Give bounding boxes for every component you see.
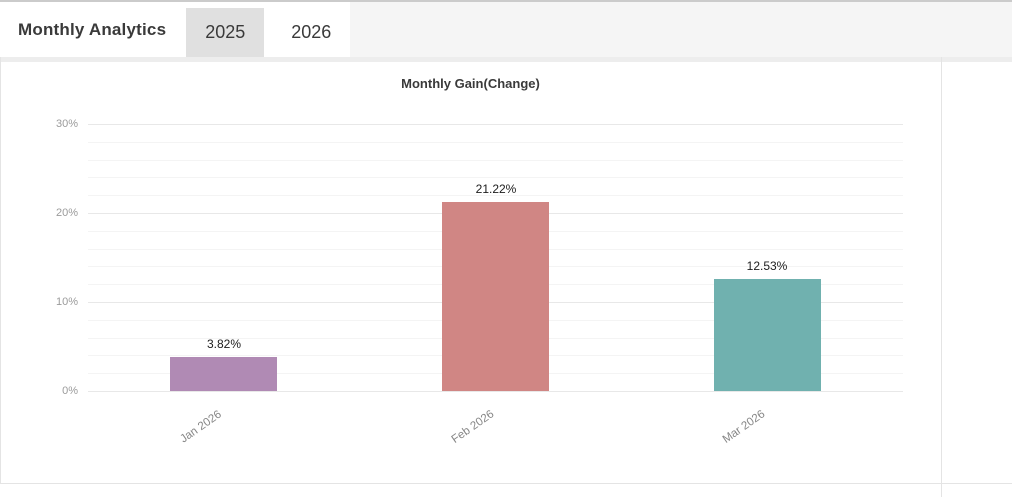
- y-tick-label: 20%: [55, 207, 78, 219]
- gridline-major: [88, 391, 903, 392]
- bar-mar-2026[interactable]: [714, 279, 821, 391]
- x-tick-label: Feb 2026: [449, 408, 497, 446]
- page-title: Monthly Analytics: [18, 19, 167, 39]
- left-border: [0, 57, 1, 483]
- header-bar: Monthly Analytics 2025 2026: [0, 2, 1012, 57]
- x-tick-label: Mar 2026: [720, 408, 768, 446]
- vertical-divider: [941, 57, 942, 497]
- bar-feb-2026[interactable]: [442, 202, 549, 391]
- bar-jan-2026[interactable]: [170, 357, 277, 391]
- horizontal-divider: [0, 483, 1012, 484]
- tab-2026[interactable]: 2026: [272, 8, 351, 57]
- top-border: [0, 0, 1012, 2]
- bar-value-label: 12.53%: [746, 259, 788, 273]
- x-tick-label: Jan 2026: [178, 408, 224, 446]
- gridline-minor: [88, 160, 903, 161]
- plot-area: 3.82% 21.22% 12.53%: [88, 124, 903, 392]
- y-tick-label: 30%: [55, 118, 78, 130]
- bar-value-label: 21.22%: [475, 182, 517, 196]
- gridline-minor: [88, 195, 903, 196]
- tab-2025[interactable]: 2025: [186, 8, 265, 57]
- monthly-gain-chart: Monthly Gain(Change) 0% 10% 20% 30% 3.82% 21…: [0, 62, 941, 483]
- gridline-major: [88, 124, 903, 125]
- header-fill: [350, 2, 1012, 57]
- y-tick-label: 0%: [62, 385, 78, 397]
- header-gap: [0, 57, 1012, 62]
- header-left: Monthly Analytics 2025 2026: [0, 2, 351, 57]
- bar-value-label: 3.82%: [206, 337, 242, 351]
- gridline-minor: [88, 177, 903, 178]
- y-axis-labels: 0% 10% 20% 30%: [0, 118, 78, 397]
- y-tick-label: 10%: [55, 296, 78, 308]
- chart-title: Monthly Gain(Change): [401, 76, 540, 91]
- gridline-minor: [88, 142, 903, 143]
